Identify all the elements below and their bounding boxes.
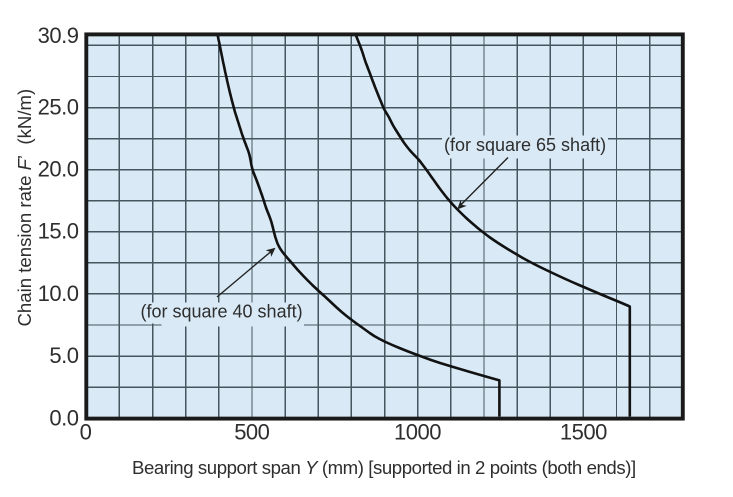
svg-text:1500: 1500 xyxy=(560,419,607,444)
svg-text:0: 0 xyxy=(80,419,92,444)
svg-text:5.0: 5.0 xyxy=(49,343,78,368)
svg-text:30.9: 30.9 xyxy=(38,23,79,48)
svg-text:20.0: 20.0 xyxy=(38,157,79,182)
svg-text:(for square 65 shaft): (for square 65 shaft) xyxy=(444,135,606,155)
svg-text:Bearing support span Y (mm) [s: Bearing support span Y (mm) [supported i… xyxy=(132,457,636,478)
svg-text:500: 500 xyxy=(234,419,269,444)
svg-text:15.0: 15.0 xyxy=(38,219,79,244)
svg-text:Chain tension rate F’ (kN/m): Chain tension rate F’ (kN/m) xyxy=(14,89,35,327)
svg-text:0.0: 0.0 xyxy=(49,406,78,431)
svg-text:(for square 40 shaft): (for square 40 shaft) xyxy=(141,302,303,322)
svg-text:25.0: 25.0 xyxy=(38,94,79,119)
svg-text:1000: 1000 xyxy=(394,419,441,444)
svg-text:10.0: 10.0 xyxy=(38,281,79,306)
